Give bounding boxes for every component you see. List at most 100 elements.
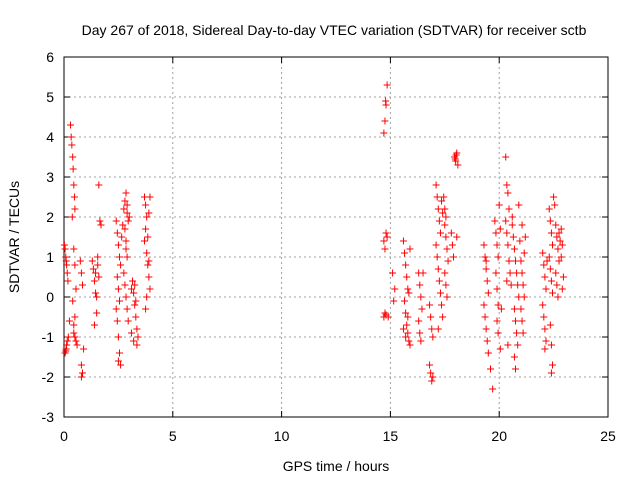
data-point	[123, 209, 131, 217]
data-point	[124, 217, 132, 225]
data-point	[381, 117, 389, 125]
data-point	[127, 329, 135, 337]
data-point	[88, 257, 96, 265]
data-point	[549, 289, 557, 297]
data-point	[94, 253, 102, 261]
x-tick-label: 15	[383, 428, 399, 444]
data-point	[419, 269, 427, 277]
data-point	[93, 293, 101, 301]
data-point	[133, 341, 141, 349]
data-point	[70, 181, 78, 189]
data-point	[541, 325, 549, 333]
data-point	[482, 325, 490, 333]
data-point	[65, 317, 73, 325]
data-point	[382, 229, 390, 237]
data-point	[547, 369, 555, 377]
data-point	[123, 305, 131, 313]
data-point	[143, 213, 151, 221]
data-point	[63, 337, 71, 345]
data-point	[495, 201, 503, 209]
data-point	[402, 333, 410, 341]
data-point	[518, 317, 526, 325]
data-point	[95, 273, 103, 281]
data-point	[417, 293, 425, 301]
data-point	[483, 337, 491, 345]
data-point	[95, 181, 103, 189]
data-point	[426, 361, 434, 369]
data-point	[493, 285, 501, 293]
data-point	[78, 369, 86, 377]
data-point	[517, 305, 525, 313]
data-point	[518, 221, 526, 229]
data-point	[115, 297, 123, 305]
data-point	[541, 345, 549, 353]
data-point	[502, 217, 510, 225]
y-tick-label: 2	[46, 209, 54, 225]
data-point	[94, 261, 102, 269]
data-point	[494, 301, 502, 309]
data-point	[503, 277, 511, 285]
data-point	[481, 253, 489, 261]
data-point	[78, 281, 86, 289]
y-tick-label: 5	[46, 89, 54, 105]
x-tick-label: 5	[169, 428, 177, 444]
data-point	[448, 241, 456, 249]
data-point	[519, 329, 527, 337]
data-point	[416, 329, 424, 337]
data-point	[90, 277, 98, 285]
data-point	[557, 225, 565, 233]
data-point	[96, 217, 104, 225]
data-point	[441, 221, 449, 229]
data-point	[64, 333, 72, 341]
data-point	[484, 349, 492, 357]
data-point	[452, 151, 460, 159]
data-point	[552, 221, 560, 229]
data-point	[399, 325, 407, 333]
data-point	[433, 253, 441, 261]
data-point	[443, 293, 451, 301]
data-point	[432, 241, 440, 249]
data-point	[115, 349, 123, 357]
data-point	[438, 301, 446, 309]
data-point	[442, 281, 450, 289]
x-tick-label: 0	[60, 428, 68, 444]
data-point	[67, 133, 75, 141]
data-point	[438, 197, 446, 205]
data-point	[428, 377, 436, 385]
data-point	[145, 209, 153, 217]
data-point	[405, 289, 413, 297]
data-point	[553, 281, 561, 289]
data-point	[145, 273, 153, 281]
data-point	[71, 313, 79, 321]
data-point	[380, 129, 388, 137]
data-point	[72, 285, 80, 293]
data-point	[60, 241, 68, 249]
data-point	[383, 233, 391, 241]
data-point	[406, 341, 414, 349]
data-point	[72, 337, 80, 345]
data-point	[384, 313, 392, 321]
data-point	[122, 245, 130, 253]
data-point	[434, 265, 442, 273]
data-point	[97, 221, 105, 229]
y-tick-label: -1	[42, 329, 55, 345]
data-point	[117, 361, 125, 369]
data-point	[112, 217, 120, 225]
data-point	[434, 325, 442, 333]
data-point	[539, 301, 547, 309]
x-tick-label: 10	[274, 428, 290, 444]
data-point	[113, 273, 121, 281]
data-point	[71, 205, 79, 213]
data-point	[505, 205, 513, 213]
data-point	[134, 333, 142, 341]
data-point	[70, 193, 78, 201]
data-point	[503, 181, 511, 189]
data-point	[406, 245, 414, 253]
data-point	[558, 285, 566, 293]
data-point	[509, 233, 517, 241]
data-point	[403, 321, 411, 329]
data-point	[513, 329, 521, 337]
data-point	[68, 141, 76, 149]
data-point	[494, 329, 502, 337]
data-point	[121, 197, 129, 205]
